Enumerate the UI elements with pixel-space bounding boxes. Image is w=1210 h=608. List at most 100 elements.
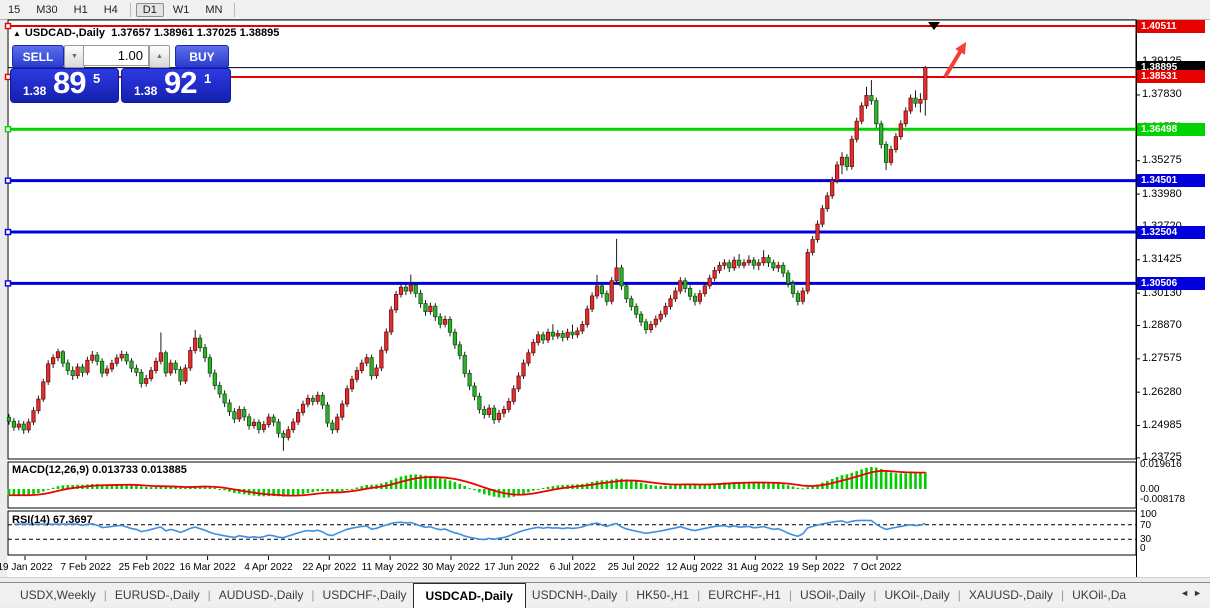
volume-decrease-button[interactable]: ▼ <box>64 45 85 68</box>
timeframe-button-mn[interactable]: MN <box>205 3 223 16</box>
price-badge-1.30506: 1.30506 <box>1137 276 1205 290</box>
candle-body <box>320 394 325 406</box>
macd-histogram-bar <box>747 482 751 489</box>
down-triangle-marker-icon[interactable] <box>928 22 940 30</box>
date-axis-label: 25 Jul 2022 <box>607 562 660 573</box>
buy-button[interactable]: BUY <box>175 45 229 68</box>
tab-usdx-weekly[interactable]: USDX,Weekly <box>20 588 96 602</box>
macd-histogram-bar <box>703 484 707 489</box>
candle-body <box>800 290 805 302</box>
one-click-trade-panel: SELL ▼ ▲ BUY 1.38 89 5 1.38 92 1 <box>10 43 231 103</box>
bid-price-big: 89 <box>53 68 86 100</box>
candle-body <box>408 284 413 292</box>
macd-histogram-bar <box>909 472 912 489</box>
rsi-panel[interactable] <box>7 510 1137 556</box>
candle-body <box>918 98 923 104</box>
tab-usdcnh-daily[interactable]: USDCNH-,Daily <box>531 588 618 602</box>
candle-body <box>104 368 110 374</box>
macd-histogram-bar <box>174 487 177 489</box>
tab-eurchf-h1[interactable]: EURCHF-,H1 <box>708 588 781 602</box>
timeframe-button-h4[interactable]: H4 <box>103 3 118 16</box>
bid-quote-button[interactable]: 1.38 89 5 <box>10 68 119 103</box>
date-axis-label: 30 May 2022 <box>422 562 480 573</box>
candle-body <box>330 422 335 431</box>
macd-histogram-bar <box>272 489 275 496</box>
tab-hk50-h1[interactable]: HK50-,H1 <box>636 588 690 602</box>
candle-body <box>256 421 262 430</box>
candle-body <box>41 381 46 400</box>
timeframe-button-m30[interactable]: M30 <box>36 3 58 16</box>
macd-histogram-bar <box>688 484 692 489</box>
candle-body <box>188 350 193 369</box>
tabs-scroll-right-button[interactable]: ► <box>1193 588 1206 598</box>
price-badge-1.36498: 1.36498 <box>1137 122 1205 136</box>
macd-histogram-bar <box>321 489 324 491</box>
tab-eurusd-daily[interactable]: EURUSD-,Daily <box>114 588 200 602</box>
tab-separator: | <box>873 588 877 602</box>
candle-body <box>291 421 296 431</box>
candle-body <box>168 362 173 374</box>
volume-input[interactable] <box>83 45 149 66</box>
tab-ukoil-daily[interactable]: UKOil-,Daily <box>884 588 950 602</box>
macd-histogram-bar <box>218 489 221 490</box>
chart-symbol-label: USDCAD-,Daily <box>24 27 105 39</box>
line-selection-handle[interactable] <box>4 22 12 30</box>
timeframe-button-h1[interactable]: H1 <box>73 3 88 16</box>
date-axis-label: 25 Feb 2022 <box>118 562 175 573</box>
macd-histogram-bar <box>610 479 613 489</box>
volume-increase-button[interactable]: ▲ <box>149 45 170 68</box>
toolbar-separator <box>129 2 131 17</box>
ask-quote-button[interactable]: 1.38 92 1 <box>121 68 231 103</box>
candle-body <box>173 362 178 370</box>
candle-body <box>761 257 766 264</box>
candle-body <box>447 318 453 333</box>
candle-body <box>648 324 654 331</box>
toolbar-separator <box>234 2 236 17</box>
macd-histogram-bar <box>620 478 623 489</box>
macd-histogram-bar <box>605 480 609 489</box>
macd-histogram-bar <box>551 486 555 489</box>
tabs-scroll-left-button[interactable]: ◄ <box>1180 588 1194 598</box>
candle-body <box>825 195 830 210</box>
price-tick-label: 1.28870 <box>1142 319 1182 332</box>
line-selection-handle[interactable] <box>4 126 12 133</box>
candle-body <box>903 110 908 125</box>
macd-histogram-bar <box>120 484 123 489</box>
macd-histogram-bar <box>693 484 697 489</box>
collapse-triangle-icon[interactable]: ▲ <box>13 29 21 38</box>
line-selection-handle[interactable] <box>4 280 12 287</box>
chart-ohlc-values: 1.37657 1.38961 1.37025 1.38895 <box>111 27 280 39</box>
macd-histogram-bar <box>291 489 295 496</box>
macd-histogram-bar <box>429 476 432 489</box>
candle-body <box>242 409 247 418</box>
line-selection-handle[interactable] <box>4 177 12 184</box>
line-selection-handle[interactable] <box>4 228 12 236</box>
timeframe-button-d1[interactable]: D1 <box>135 2 164 17</box>
macd-histogram-bar <box>879 469 883 489</box>
timeframe-button-15[interactable]: 15 <box>8 3 21 16</box>
tab-usoil-daily[interactable]: USOil-,Daily <box>799 588 866 602</box>
candle-body <box>95 354 100 362</box>
macd-histogram-bar <box>267 489 270 497</box>
macd-histogram-bar <box>365 485 368 489</box>
tab-usdchf-daily[interactable]: USDCHF-,Daily <box>322 588 407 602</box>
trend-arrow-head-icon[interactable] <box>955 41 967 55</box>
tab-audusd-daily[interactable]: AUDUSD-,Daily <box>218 588 304 602</box>
macd-histogram-bar <box>419 474 422 489</box>
candle-body <box>325 404 330 424</box>
trend-arrow-line[interactable] <box>943 45 965 79</box>
candle-body <box>643 321 649 331</box>
sell-button[interactable]: SELL <box>12 45 64 68</box>
candle-body <box>521 362 526 377</box>
candle-body <box>771 262 776 269</box>
tab-xauusd-daily[interactable]: XAUUSD-,Daily <box>968 588 1053 602</box>
macd-histogram-bar <box>453 482 457 489</box>
macd-histogram-bar <box>860 469 863 489</box>
candle-body <box>888 149 894 163</box>
tab-ukoil-da[interactable]: UKOil-,Da <box>1072 588 1127 602</box>
timeframe-button-w1[interactable]: W1 <box>172 3 190 16</box>
tab-usdcad-daily[interactable]: USDCAD-,Daily <box>412 582 526 608</box>
candle-body <box>90 354 95 361</box>
candle-body <box>501 409 507 414</box>
